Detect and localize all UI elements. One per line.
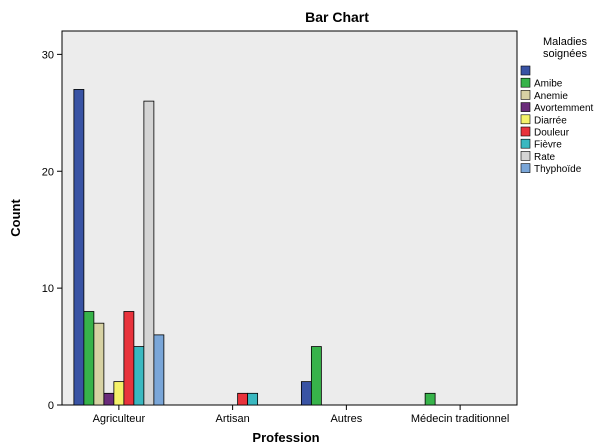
- legend-swatch: [520, 65, 531, 76]
- legend-swatch: [520, 126, 531, 137]
- legend-label: Rate: [534, 152, 556, 163]
- bar-avortemment-0: [103, 392, 115, 406]
- legend-label: Douleur: [534, 128, 570, 139]
- x-tick-label: Artisan: [216, 413, 250, 425]
- bar-anemie-0: [93, 322, 105, 406]
- legend-label: Diarrée: [534, 115, 567, 126]
- legend-swatch: [520, 77, 531, 88]
- x-tick-label: Médecin traditionnel: [411, 413, 509, 425]
- x-axis-label: Profession: [252, 430, 319, 445]
- y-tick-label: 0: [48, 400, 54, 412]
- y-tick-label: 30: [42, 49, 54, 61]
- legend-title: soignées: [543, 48, 588, 60]
- legend-swatch: [520, 138, 531, 149]
- bar-amibe-3: [424, 392, 436, 406]
- bars-group: [73, 89, 436, 406]
- bar-douleur-1: [237, 392, 249, 406]
- bar-amibe-0: [83, 311, 95, 406]
- chart-title: Bar Chart: [305, 9, 369, 25]
- bar-rate-0: [143, 100, 155, 406]
- plot-area: [61, 30, 518, 406]
- legend-label: Thyphoïde: [534, 164, 582, 175]
- x-tick-label: Agriculteur: [93, 413, 146, 425]
- x-tick-label: Autres: [330, 413, 362, 425]
- legend-label: Fièvre: [534, 140, 562, 151]
- bar-thyphoïde-0: [153, 334, 165, 406]
- axes-group: 0 10 20 30 Agriculteur Artisan Autres Médecin t…: [42, 49, 510, 425]
- bar-amibe-2: [310, 346, 322, 406]
- bar-unnamed-2: [300, 381, 312, 406]
- bar-diarrée-0: [113, 381, 125, 406]
- y-tick-label: 10: [42, 283, 54, 295]
- legend-swatch: [520, 114, 531, 125]
- y-axis-label: Count: [8, 199, 23, 237]
- bar-fièvre-1: [247, 392, 259, 406]
- bar-fièvre-0: [133, 346, 145, 406]
- legend-label: Anemie: [534, 91, 568, 102]
- legend-label: Avortemment: [534, 103, 594, 114]
- legend-swatch: [520, 163, 531, 173]
- legend-swatch: [520, 102, 531, 112]
- y-tick-label: 20: [42, 166, 54, 178]
- legend-swatch: [520, 151, 531, 161]
- legend-title: Maladies: [543, 36, 588, 48]
- bar-unnamed-0: [73, 89, 85, 406]
- legend-label: Amibe: [534, 79, 563, 90]
- legend-swatch: [520, 90, 531, 100]
- bar-douleur-0: [123, 311, 135, 406]
